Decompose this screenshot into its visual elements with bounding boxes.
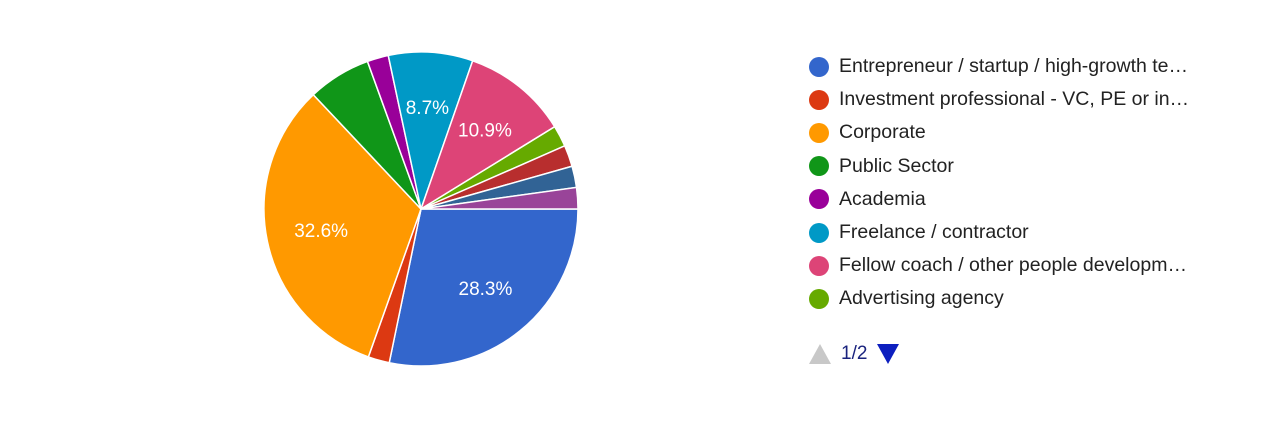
legend-item[interactable]: Freelance / contractor	[809, 216, 1249, 249]
legend-label: Fellow coach / other people developm…	[839, 254, 1187, 277]
legend-label: Investment professional - VC, PE or in…	[839, 88, 1190, 111]
legend-item[interactable]: Investment professional - VC, PE or in…	[809, 83, 1249, 116]
pie-slice-10[interactable]	[420, 186, 579, 210]
legend-label: Advertising agency	[839, 287, 1004, 310]
legend-swatch-icon	[809, 222, 829, 243]
legend-swatch-icon	[809, 56, 829, 77]
slice-label-0: 28.3%	[459, 279, 513, 300]
legend-item[interactable]: Entrepreneur / startup / high-growth te…	[809, 50, 1249, 83]
legend-swatch-icon	[809, 288, 829, 309]
legend-item[interactable]: Fellow coach / other people developm…	[809, 249, 1249, 282]
slice-label-5: 8.7%	[406, 98, 449, 119]
legend-label: Freelance / contractor	[839, 221, 1029, 244]
legend-label: Entrepreneur / startup / high-growth te…	[839, 55, 1189, 78]
pie-chart: 28.3% 32.6% 8.7% 10.9%	[263, 51, 579, 367]
triangle-down-icon[interactable]	[877, 344, 900, 364]
pager-text: 1/2	[841, 343, 868, 364]
legend-swatch-icon	[809, 189, 829, 210]
triangle-up-icon[interactable]	[809, 344, 831, 364]
legend-label: Public Sector	[839, 154, 954, 177]
legend-swatch-icon	[809, 89, 829, 110]
slice-label-2: 32.6%	[294, 221, 348, 242]
pie-slice-6[interactable]	[419, 59, 556, 211]
legend-label: Academia	[839, 187, 926, 210]
legend-swatch-icon	[809, 255, 829, 276]
slice-label-6: 10.9%	[458, 120, 512, 141]
legend-item[interactable]: Advertising agency	[809, 282, 1249, 315]
pie-slice-2[interactable]	[263, 93, 422, 358]
legend-item[interactable]: Academia	[809, 183, 1249, 216]
pie-slice-0[interactable]	[388, 208, 579, 367]
legend-swatch-icon	[809, 122, 829, 143]
pie-slice-5[interactable]	[387, 51, 474, 212]
legend-item[interactable]: Corporate	[809, 116, 1249, 149]
legend-pager: 1/2	[809, 343, 900, 365]
legend-swatch-icon	[809, 156, 829, 177]
legend: Entrepreneur / startup / high-growth te……	[809, 50, 1249, 316]
legend-label: Corporate	[839, 121, 926, 144]
legend-item[interactable]: Public Sector	[809, 150, 1249, 183]
